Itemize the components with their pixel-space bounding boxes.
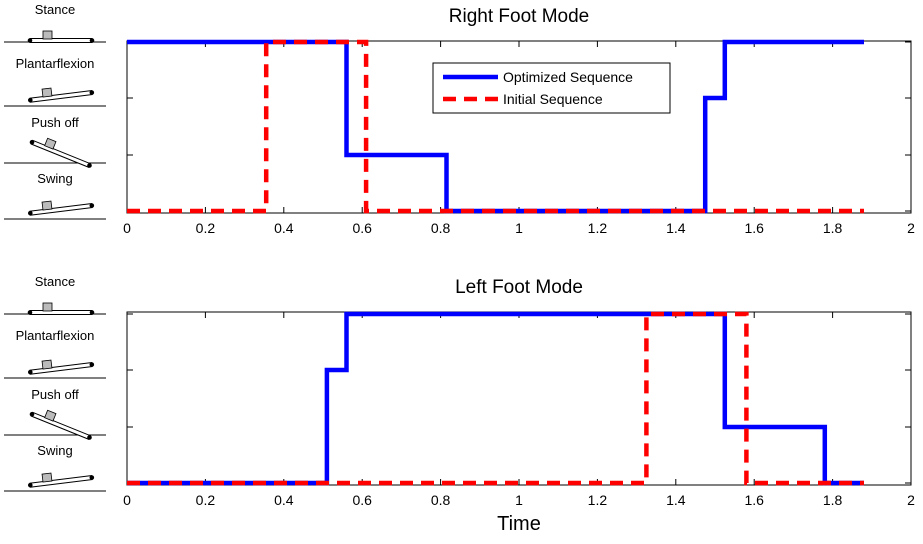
foot-joint	[89, 90, 95, 95]
foot-block	[44, 137, 57, 150]
mode-label: Swing	[37, 443, 72, 458]
mode-label: Stance	[35, 274, 75, 289]
x-tick-label: 1	[515, 492, 523, 508]
x-tick-label: 1.2	[588, 492, 608, 508]
foot-joint	[87, 163, 92, 168]
foot-joint	[87, 435, 92, 440]
x-tick-label: 0.4	[274, 220, 294, 236]
foot-plate	[29, 310, 93, 315]
x-tick-label: 0	[123, 492, 131, 508]
chart-title: Left Foot Mode	[455, 277, 583, 298]
chart-title: Right Foot Mode	[449, 6, 589, 27]
x-tick-label: 0.2	[196, 492, 216, 508]
legend-box	[432, 62, 671, 114]
x-tick-label: 1.6	[744, 220, 764, 236]
x-tick-label: 1.2	[588, 220, 608, 236]
panel-left-foot: Left Foot Mode 0 0.2 0.4 0.6 0.8 1 1.2 1.4 1.6 1.8…	[4, 274, 915, 535]
foot-swing-icon	[27, 472, 95, 488]
x-tick-label: 0.6	[352, 492, 372, 508]
foot-plate	[29, 362, 93, 375]
foot-joint	[29, 411, 35, 417]
x-tick-label: 1.8	[823, 492, 843, 508]
foot-block	[41, 472, 53, 483]
mode-label: Push off	[31, 115, 79, 130]
foot-joint	[27, 369, 33, 375]
x-tick-label: 1.4	[666, 220, 686, 236]
legend-entry: Optimized Sequence	[503, 69, 633, 85]
foot-joint	[27, 482, 33, 488]
foot-plate	[29, 475, 93, 488]
series-line-initial	[127, 39, 864, 214]
foot-joint	[27, 38, 33, 43]
foot-block	[41, 200, 53, 211]
foot-joint	[27, 97, 33, 103]
foot-block	[42, 302, 53, 312]
mode-label: Plantarflexion	[16, 328, 95, 343]
foot-joint	[89, 38, 95, 43]
foot-block	[41, 359, 53, 370]
foot-stance-icon	[27, 30, 95, 43]
legend: Optimized Sequence Initial Sequence	[432, 62, 671, 114]
mode-label: Push off	[31, 387, 79, 402]
mode-label: Stance	[35, 2, 75, 17]
foot-joint	[89, 203, 95, 208]
foot-plantarflexion-icon	[27, 87, 95, 103]
x-tick-label: 0.6	[352, 220, 372, 236]
x-tick-label: 0.2	[196, 220, 216, 236]
foot-joint	[89, 475, 95, 480]
foot-joint	[89, 310, 95, 315]
foot-block	[44, 409, 57, 422]
x-tick-label: 0.8	[431, 220, 451, 236]
foot-block	[42, 30, 53, 40]
plot-area	[126, 311, 912, 486]
x-tick-label: 0.8	[431, 492, 451, 508]
panel-right-foot: Right Foot Mode 0 0.2 0.4 0.6 0.8 1 1.2 1.4 1.6 1.…	[4, 2, 915, 236]
x-tick-label: 0	[123, 220, 131, 236]
foot-push-off-icon	[29, 409, 92, 440]
foot-joint	[27, 310, 33, 315]
foot-block	[41, 87, 53, 98]
legend-entry: Initial Sequence	[503, 91, 603, 107]
x-axis-label: Time	[497, 513, 541, 535]
foot-plantarflexion-icon	[27, 359, 95, 375]
foot-joint	[89, 362, 95, 367]
x-tick-label: 1.6	[744, 492, 764, 508]
series-line-optimized	[127, 311, 864, 486]
foot-swing-icon	[27, 200, 95, 216]
foot-stance-icon	[27, 302, 95, 315]
x-tick-label: 1.4	[666, 492, 686, 508]
foot-plate	[29, 38, 93, 43]
x-tick-label: 0.4	[274, 492, 294, 508]
foot-plate	[29, 203, 93, 216]
foot-joint	[29, 139, 35, 145]
x-tick-label: 1	[515, 220, 523, 236]
x-tick-label: 2	[907, 492, 915, 508]
foot-joint	[27, 210, 33, 216]
mode-label: Plantarflexion	[16, 56, 95, 71]
series-line-initial	[127, 311, 864, 486]
x-tick-label: 2	[907, 220, 915, 236]
foot-push-off-icon	[29, 137, 92, 168]
x-tick-label: 1.8	[823, 220, 843, 236]
mode-label: Swing	[37, 171, 72, 186]
foot-plate	[29, 90, 93, 103]
